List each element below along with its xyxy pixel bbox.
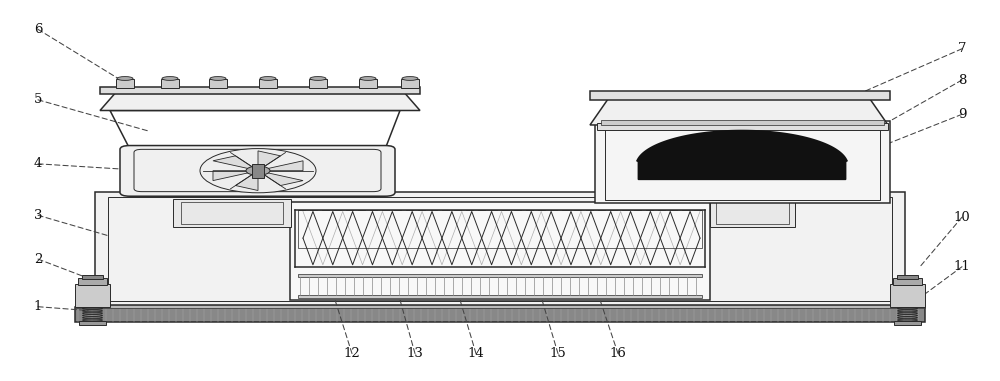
Ellipse shape [260,77,276,80]
Polygon shape [213,171,258,181]
Ellipse shape [402,77,418,80]
Bar [298,295,702,298]
Bar [209,79,227,88]
Bar [605,124,880,200]
Bar [173,199,291,227]
Text: 16: 16 [610,347,626,360]
Bar [298,274,702,277]
Text: 1: 1 [34,300,42,313]
Bar [359,79,377,88]
Text: 6: 6 [34,23,42,36]
FancyBboxPatch shape [120,146,395,196]
Bar [290,202,710,300]
Bar [100,87,420,94]
Polygon shape [100,93,420,110]
Circle shape [246,166,270,175]
Bar [116,79,134,88]
Bar [79,321,106,325]
Bar [298,210,702,248]
Bar [75,307,925,322]
Ellipse shape [360,77,376,80]
Text: 14: 14 [468,347,484,360]
Polygon shape [258,161,303,171]
Text: 8: 8 [958,74,966,86]
Bar [161,79,179,88]
Text: 13: 13 [407,347,423,360]
Bar [601,120,884,125]
Bar [78,278,107,285]
Text: 9: 9 [958,108,966,121]
Bar [590,91,890,100]
Bar [890,284,925,307]
Bar [710,199,795,227]
Bar [82,275,103,279]
Bar [95,192,905,305]
Bar [897,275,918,279]
Bar [75,305,925,308]
Circle shape [200,149,316,193]
Ellipse shape [310,77,326,80]
Text: 7: 7 [958,42,966,55]
Text: 10: 10 [954,211,970,224]
Text: 3: 3 [34,209,42,222]
Text: 2: 2 [34,253,42,266]
Polygon shape [590,99,888,125]
Ellipse shape [162,77,178,80]
Text: 4: 4 [34,157,42,170]
Text: 12: 12 [344,347,360,360]
Bar [401,79,419,88]
Polygon shape [258,151,280,171]
Ellipse shape [210,77,226,80]
Polygon shape [638,131,846,179]
Text: 11: 11 [954,260,970,273]
Bar [309,79,327,88]
Bar [252,164,264,178]
Bar [894,321,921,325]
Bar [716,202,789,224]
Ellipse shape [117,77,133,80]
Bar [259,79,277,88]
Polygon shape [258,171,303,186]
Bar [595,121,890,203]
Bar [108,197,892,301]
Bar [181,202,283,224]
Text: 5: 5 [34,93,42,106]
Text: 15: 15 [550,347,566,360]
Polygon shape [213,156,258,171]
Polygon shape [236,171,258,190]
Bar [893,278,922,285]
Bar [75,284,110,307]
Bar [597,123,888,130]
